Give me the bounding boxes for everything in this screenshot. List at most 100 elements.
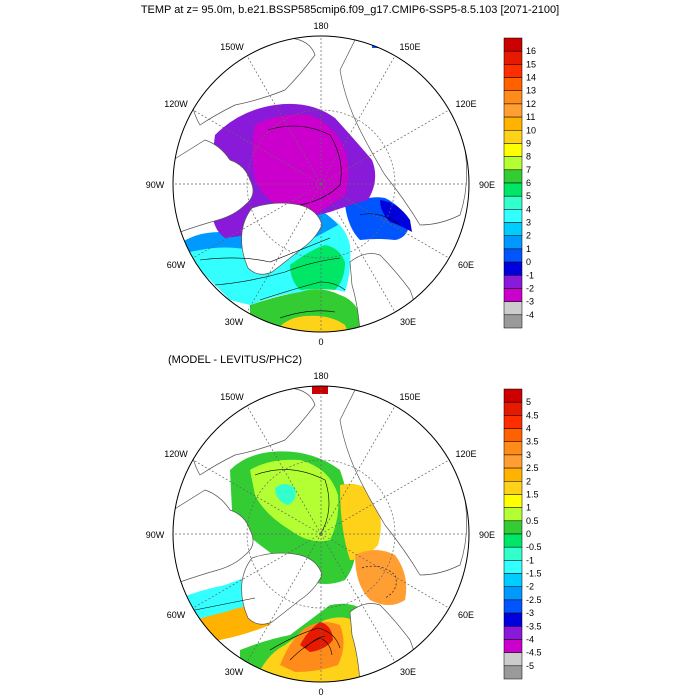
top-lon-label-0: 0 xyxy=(318,337,323,347)
colorbar-top-label: 12 xyxy=(526,99,536,109)
bottom-lon-label-150e: 150E xyxy=(399,392,420,402)
colorbar-top-label: -3 xyxy=(526,297,534,307)
top-lon-label-120e: 120E xyxy=(455,99,476,109)
colorbar-top-label: 11 xyxy=(526,112,535,122)
colorbar-bottom-swatch xyxy=(503,467,523,482)
colorbar-bottom-swatch xyxy=(503,441,523,456)
colorbar-top-swatch xyxy=(503,222,523,236)
top-lon-label-150w: 150W xyxy=(220,42,244,52)
colorbar-top-swatch xyxy=(503,235,523,250)
bottom-lon-label-60e: 60E xyxy=(458,610,474,620)
colorbar-bottom-swatch xyxy=(503,520,523,535)
colorbar-top-swatch xyxy=(503,195,523,210)
colorbar-bottom-swatch xyxy=(503,507,523,522)
difference-subtitle: (MODEL - LEVITUS/PHC2) xyxy=(168,354,303,366)
colorbar-top-swatch xyxy=(503,64,523,78)
colorbar-top-swatch xyxy=(503,182,523,197)
colorbar-bottom-label: 1 xyxy=(526,503,531,513)
colorbar-bottom-swatch xyxy=(503,560,523,574)
colorbar-bottom-swatch xyxy=(503,494,523,508)
colorbar-bottom-label: -1 xyxy=(526,555,534,565)
bottom-lon-label-60w: 60W xyxy=(167,610,186,620)
colorbar-top-label: 1 xyxy=(526,244,531,254)
colorbar-top-label: 9 xyxy=(526,138,531,148)
colorbar-bottom-swatch xyxy=(503,388,523,403)
bottom-polar-map: 180 150W 150E 120W 120E 90W 90E 60W 60E … xyxy=(146,371,495,697)
colorbar-bottom-swatch xyxy=(503,428,523,442)
colorbar-top-swatch xyxy=(503,275,523,289)
colorbar-top-label: 7 xyxy=(526,165,531,175)
colorbar-bottom-label: 4 xyxy=(526,424,531,434)
colorbar-top-label: 13 xyxy=(526,86,536,96)
colorbar-top-label: 8 xyxy=(526,152,531,162)
colorbar-bottom-label: -4 xyxy=(526,634,534,644)
colorbar-top-label: 0 xyxy=(526,257,531,267)
colorbar-bottom-swatch xyxy=(503,546,523,561)
top-lon-label-90w: 90W xyxy=(146,180,165,190)
colorbar-top-label: 5 xyxy=(526,191,531,201)
plot-title: TEMP at z= 95.0m, b.e21.BSSP585cmip6.f09… xyxy=(140,4,560,16)
top-magenta-core xyxy=(252,114,349,216)
bottom-lon-label-120e: 120E xyxy=(455,449,476,459)
colorbar-top-label: -1 xyxy=(526,270,534,280)
colorbar-bottom-label: -3 xyxy=(526,608,534,618)
colorbar-top-label: 3 xyxy=(526,218,531,228)
bottom-lon-label-90w: 90W xyxy=(146,530,165,540)
colorbar-bottom-label: 3.5 xyxy=(526,437,539,447)
colorbar-top-swatch xyxy=(503,301,523,316)
colorbar-bottom-swatch xyxy=(503,586,523,601)
colorbar-top-label: 2 xyxy=(526,231,531,241)
colorbar-bottom-label: 0.5 xyxy=(526,516,539,526)
colorbar-bottom-swatch xyxy=(503,573,523,587)
colorbar-top-swatch xyxy=(503,50,523,65)
colorbar-bottom-swatch xyxy=(503,481,523,495)
bottom-lon-label-0: 0 xyxy=(318,687,323,697)
colorbar-bottom-swatch xyxy=(503,454,523,469)
colorbar-bottom-swatch xyxy=(503,401,523,416)
colorbar-top-swatch xyxy=(503,116,523,131)
colorbar-top-label: -4 xyxy=(526,310,534,320)
top-atlantic-yellow-field xyxy=(275,315,348,332)
bottom-lon-label-180: 180 xyxy=(313,371,328,381)
colorbar-bottom-swatch xyxy=(503,639,523,653)
colorbar-top-swatch xyxy=(503,103,523,118)
top-canada-land xyxy=(173,139,254,233)
colorbar-top-swatch xyxy=(503,261,523,276)
bottom-lon-label-90e: 90E xyxy=(479,530,495,540)
colorbar-top-swatch xyxy=(503,156,523,171)
bottom-lon-label-150w: 150W xyxy=(220,392,244,402)
colorbar-bottom-swatch xyxy=(503,612,523,627)
colorbar-top-swatch xyxy=(503,37,523,52)
colorbar-top-label: 6 xyxy=(526,178,531,188)
top-lon-label-60e: 60E xyxy=(458,260,474,270)
top-lon-label-30w: 30W xyxy=(225,317,244,327)
colorbar-bottom-label: 5 xyxy=(526,397,531,407)
bottom-cyan-blob xyxy=(275,484,296,505)
colorbar-top-swatch xyxy=(503,288,523,302)
colorbar-bottom-label: -3.5 xyxy=(526,621,542,631)
colorbar-bottom-swatch xyxy=(503,626,523,640)
top-lon-label-150e: 150E xyxy=(399,42,420,52)
bottom-canada-land xyxy=(173,489,254,583)
bottom-lon-label-30e: 30E xyxy=(400,667,416,677)
top-polar-map: 180 150W 150E 120W 120E 90W 90E 60W 60E … xyxy=(146,21,495,347)
colorbar-bottom-label: 2 xyxy=(526,476,531,486)
top-eastern-navy-field xyxy=(380,200,412,232)
colorbar-top-swatch xyxy=(503,90,523,105)
top-lon-label-90e: 90E xyxy=(479,180,495,190)
bottom-greenland-land xyxy=(241,552,323,625)
colorbar-bottom: 5 4.5 4 3.5 3 2.5 2 1.5 1 0.5 0 -0.5 -1 -1.5 -2 -2.5 -3 -… xyxy=(503,388,542,680)
colorbar-bottom-label: 0 xyxy=(526,529,531,539)
colorbar-top-label: 10 xyxy=(526,125,536,135)
colorbar-top-swatch xyxy=(503,248,523,263)
colorbar-bottom-label: -4.5 xyxy=(526,648,542,658)
top-lon-label-120w: 120W xyxy=(164,99,188,109)
colorbar-top-swatch xyxy=(503,209,523,223)
colorbar-bottom-swatch xyxy=(503,533,523,548)
colorbar-bottom-label: -2.5 xyxy=(526,595,542,605)
top-greenland-land xyxy=(241,202,323,275)
top-lon-label-30e: 30E xyxy=(400,317,416,327)
colorbar-bottom-label: -2 xyxy=(526,582,534,592)
